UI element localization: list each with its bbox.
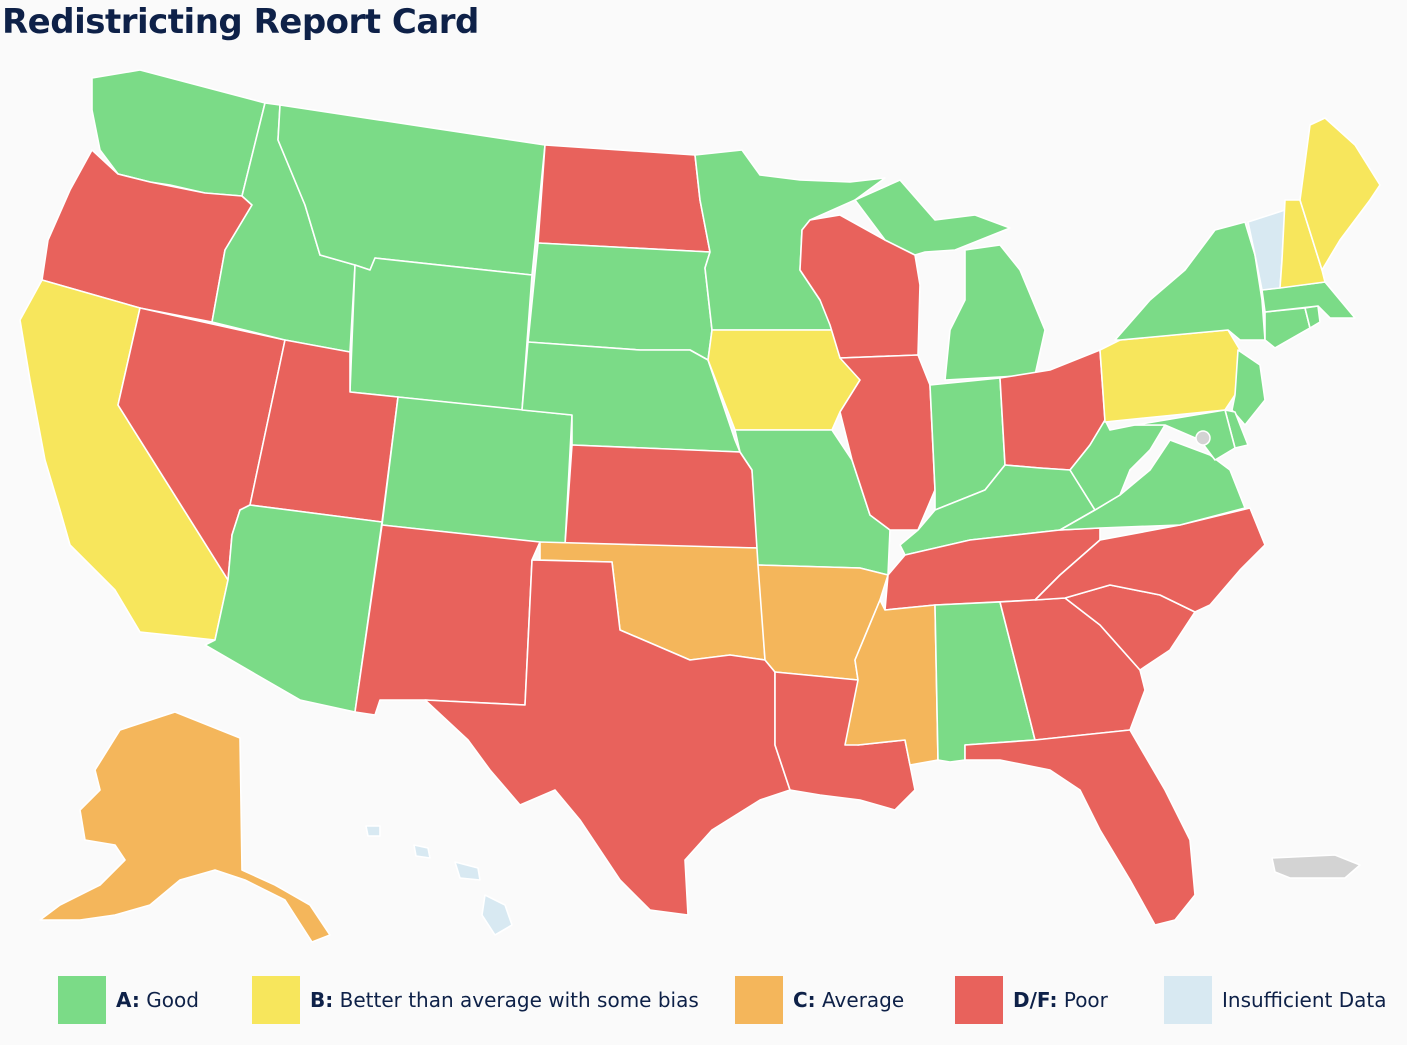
legend-swatch-insufficient xyxy=(1164,976,1212,1024)
legend-item-average: C: Average xyxy=(735,975,904,1025)
legend-label: Better than average with some bias xyxy=(339,988,699,1012)
state-fl[interactable] xyxy=(964,729,1196,926)
state-ks[interactable] xyxy=(564,444,759,549)
legend: A: Good B: Better than average with some… xyxy=(58,975,1398,1027)
legend-item-poor: D/F: Poor xyxy=(955,975,1108,1025)
legend-swatch-poor xyxy=(955,976,1003,1024)
state-sd[interactable] xyxy=(527,242,713,361)
state-me[interactable] xyxy=(1299,117,1381,271)
legend-label: Average xyxy=(822,988,905,1012)
state-pa[interactable] xyxy=(1099,329,1241,423)
state-dc[interactable] xyxy=(1195,430,1211,446)
state-ms[interactable] xyxy=(844,599,939,766)
legend-grade: D/F: xyxy=(1013,988,1058,1012)
state-nd[interactable] xyxy=(537,144,711,253)
state-co[interactable] xyxy=(381,396,573,546)
page-title: Redistricting Report Card xyxy=(2,2,479,42)
state-hi-oahu[interactable] xyxy=(413,844,431,859)
legend-grade: A: xyxy=(116,988,140,1012)
state-ne[interactable] xyxy=(521,341,741,453)
state-ny[interactable] xyxy=(1114,221,1266,341)
state-nj[interactable] xyxy=(1231,349,1266,426)
state-hi[interactable] xyxy=(481,894,513,936)
state-mt[interactable] xyxy=(277,104,546,276)
legend-label: Poor xyxy=(1063,988,1108,1012)
state-az[interactable] xyxy=(204,504,383,713)
state-ct[interactable] xyxy=(1264,307,1311,349)
state-hi-maui[interactable] xyxy=(454,861,481,881)
legend-grade: C: xyxy=(793,988,816,1012)
legend-item-better: B: Better than average with some bias xyxy=(252,975,699,1025)
state-md[interactable] xyxy=(1134,409,1236,461)
legend-label: Insufficient Data xyxy=(1222,988,1387,1012)
state-nc[interactable] xyxy=(1034,507,1266,613)
state-ma[interactable] xyxy=(1261,281,1356,319)
legend-item-insufficient: Insufficient Data xyxy=(1164,975,1387,1025)
state-wy[interactable] xyxy=(349,257,533,411)
state-mi-upper[interactable] xyxy=(854,179,1011,256)
legend-item-good: A: Good xyxy=(58,975,199,1025)
state-ak[interactable] xyxy=(39,711,331,943)
legend-swatch-average xyxy=(735,976,783,1024)
state-wa[interactable] xyxy=(91,69,266,197)
state-nm[interactable] xyxy=(354,524,541,716)
legend-label: Good xyxy=(146,988,199,1012)
us-map xyxy=(19,69,1381,943)
state-pr[interactable] xyxy=(1271,854,1361,879)
legend-swatch-better xyxy=(252,976,300,1024)
legend-grade: B: xyxy=(310,988,334,1012)
state-il[interactable] xyxy=(839,354,936,531)
legend-swatch-good xyxy=(58,976,106,1024)
state-hi-kauai[interactable] xyxy=(365,825,381,837)
state-tx[interactable] xyxy=(424,559,791,916)
state-mi[interactable] xyxy=(944,244,1046,381)
